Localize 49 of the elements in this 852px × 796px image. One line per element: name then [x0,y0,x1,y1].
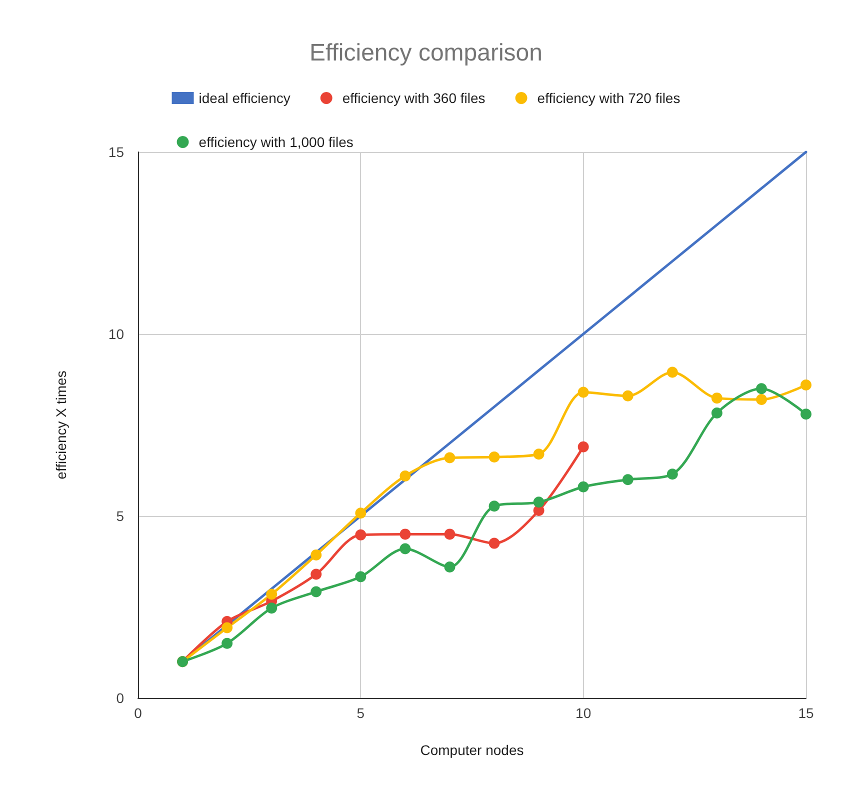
point [400,470,411,482]
point [578,441,589,452]
point [578,386,589,398]
y-tick-label: 15 [108,144,124,160]
legend-label: efficiency with 1,000 files [198,134,354,150]
y-tick-label: 10 [108,326,124,342]
point [355,508,366,519]
point [310,549,322,560]
y-tick-label: 5 [116,508,124,524]
point [711,392,722,404]
y-tick-label: 0 [116,690,124,706]
point [355,529,366,540]
y-axis-title: efficiency X times [53,370,69,480]
point [533,448,544,460]
point [444,528,456,540]
point [622,474,634,486]
point [488,452,500,463]
legend-label: efficiency with 360 files [342,90,486,106]
point [666,366,678,378]
point [266,602,278,614]
point [444,452,456,464]
point [578,481,589,492]
point [444,561,456,572]
point [533,496,544,508]
x-tick-label: 5 [356,705,365,721]
point [310,586,322,598]
legend-label: ideal efficiency [198,90,290,106]
point [711,407,722,418]
x-tick-label: 0 [134,705,142,721]
point [800,408,812,420]
x-axis-title: Computer nodes [420,742,524,758]
point [222,638,233,649]
x-tick-label: 10 [576,705,592,721]
x-tick-label: 15 [798,705,814,721]
point [266,588,278,600]
point [666,468,678,480]
point [310,568,322,580]
point [488,500,500,512]
point [756,383,767,394]
point [222,622,233,634]
point [400,543,411,554]
point [488,538,500,549]
chart-title: Efficiency comparison [310,40,542,66]
point [800,379,812,390]
point [400,528,411,540]
point [355,571,366,582]
legend-label: efficiency with 720 files [537,90,680,106]
point [756,394,767,406]
point [622,390,634,402]
